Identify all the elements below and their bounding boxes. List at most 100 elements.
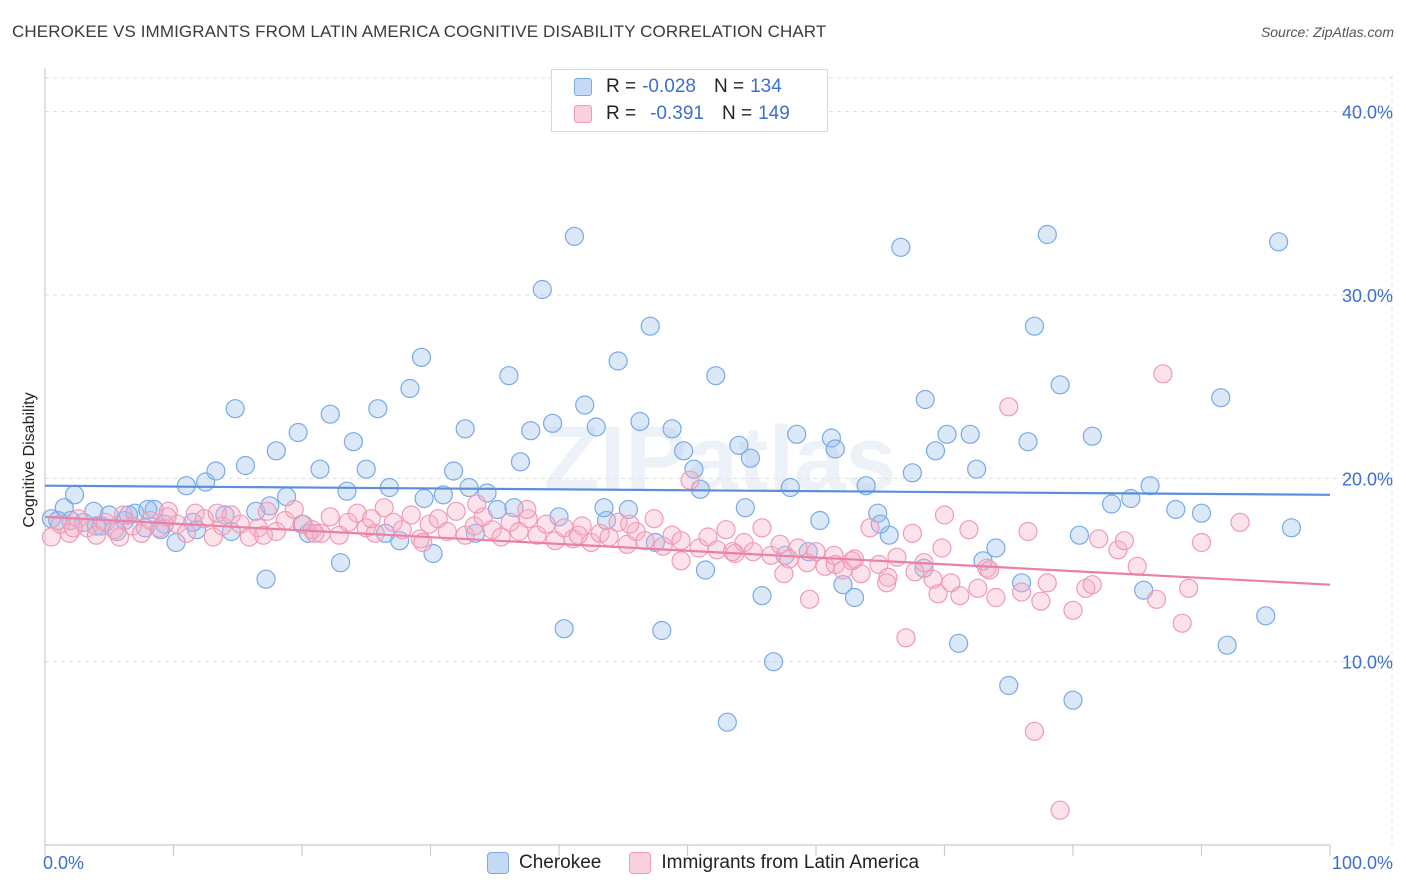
cherokee-point — [986, 538, 1006, 558]
cherokee-point — [787, 424, 807, 444]
x-tick-label-max: 100.0% — [1332, 853, 1393, 873]
cherokee-point — [266, 441, 286, 461]
cherokee-point — [499, 366, 519, 386]
cherokee-point — [510, 452, 531, 472]
cherokee-point — [706, 366, 726, 386]
cherokee-point — [310, 459, 330, 479]
immigrants-point — [1018, 521, 1038, 542]
immigrants-point — [1179, 578, 1199, 598]
immigrants-point — [1011, 582, 1032, 602]
immigrants-legend-label: Immigrants from Latin America — [661, 852, 920, 873]
legend-item-immigrants[interactable]: Immigrants from Latin America — [629, 852, 919, 874]
immigrants-point — [999, 397, 1019, 417]
y-axis-title: Cognitive Disability — [21, 392, 38, 527]
cherokee-point — [810, 510, 830, 531]
r-label: R = — [606, 103, 637, 124]
immigrants-point — [877, 573, 897, 593]
cherokee-point — [414, 488, 434, 509]
cherokee-point — [1140, 476, 1160, 496]
immigrants-point — [1114, 531, 1135, 551]
immigrants-point — [157, 507, 177, 527]
immigrants-point — [374, 498, 394, 518]
cherokee-point — [1217, 635, 1237, 655]
r-label: R = — [606, 76, 637, 97]
cherokee-point — [1256, 606, 1276, 626]
cherokee-point — [1082, 426, 1102, 446]
cherokee-point — [48, 510, 68, 531]
immigrants-point — [806, 542, 826, 562]
cherokee-point — [206, 461, 226, 481]
immigrants-point — [320, 507, 340, 527]
cherokee-point — [608, 351, 628, 371]
immigrants-point — [446, 501, 466, 521]
cherokee-legend-swatch — [486, 852, 509, 874]
immigrants-point — [1082, 575, 1102, 595]
immigrants-r-value: -0.391 — [650, 103, 704, 124]
cherokee-point — [949, 633, 969, 653]
immigrants-point — [923, 569, 943, 589]
cherokee-point — [684, 459, 704, 479]
cherokee-point — [1018, 432, 1038, 452]
cherokee-point — [521, 421, 541, 441]
cherokee-point — [564, 226, 585, 246]
immigrants-point — [185, 503, 205, 523]
cherokee-point — [532, 279, 552, 300]
cherokee-point — [967, 459, 987, 479]
immigrants-point — [437, 521, 457, 542]
immigrants-point — [419, 514, 439, 534]
immigrants-point — [1031, 591, 1051, 611]
cherokee-point — [662, 419, 682, 439]
cherokee-point — [902, 463, 922, 483]
cherokee-point — [674, 441, 694, 461]
immigrants-point — [928, 584, 948, 604]
immigrants-point — [896, 628, 916, 648]
immigrants-point — [1172, 613, 1192, 633]
cherokee-point — [780, 477, 800, 498]
immigrants-point — [253, 525, 274, 545]
cherokee-point — [400, 378, 420, 399]
cherokee-point — [1050, 375, 1070, 395]
cherokee-point — [356, 459, 376, 479]
immigrants-point — [671, 551, 691, 571]
axis-layer — [44, 68, 1331, 856]
immigrants-point — [950, 586, 970, 606]
immigrants-point — [752, 518, 772, 538]
cherokee-trend-line — [44, 484, 1331, 496]
immigrants-point — [934, 505, 955, 525]
immigrants-point — [392, 520, 412, 540]
immigrants-point — [1153, 364, 1173, 384]
cherokee-point — [1121, 488, 1141, 509]
cherokee-swatch — [574, 78, 592, 96]
immigrants-point — [517, 499, 537, 520]
cherokee-point — [1063, 690, 1083, 710]
cherokee-point — [844, 587, 865, 608]
cherokee-point — [330, 553, 351, 573]
cherokee-point — [1211, 388, 1231, 408]
series-legend: Cherokee Immigrants from Latin America — [0, 852, 1406, 874]
stats-legend: R = -0.028 N = 134 R = -0.391 N = 149 — [551, 69, 828, 132]
immigrants-point — [620, 514, 640, 534]
cherokee-point — [925, 441, 946, 461]
immigrants-point — [774, 564, 794, 584]
legend-row-cherokee: R = -0.028 N = 134 — [574, 74, 782, 100]
cherokee-point — [337, 481, 357, 501]
cherokee-point — [618, 499, 638, 520]
cherokee-point — [640, 316, 660, 336]
immigrants-n-value: 149 — [758, 103, 790, 124]
cherokee-point — [717, 712, 737, 732]
immigrants-legend-swatch — [629, 852, 652, 874]
immigrants-point — [635, 531, 655, 551]
source-label: Source: ZipAtlas.com — [1260, 24, 1394, 40]
immigrants-point — [770, 534, 790, 554]
grid-layer — [45, 75, 1393, 845]
immigrants-point — [799, 589, 820, 609]
legend-item-cherokee[interactable]: Cherokee — [486, 852, 601, 874]
immigrants-point — [1146, 589, 1167, 609]
cherokee-point — [320, 404, 340, 424]
immigrants-point — [305, 523, 325, 543]
cherokee-point — [825, 439, 845, 459]
cherokee-point — [368, 399, 388, 419]
immigrants-point — [722, 542, 743, 562]
immigrants-point — [959, 520, 979, 540]
